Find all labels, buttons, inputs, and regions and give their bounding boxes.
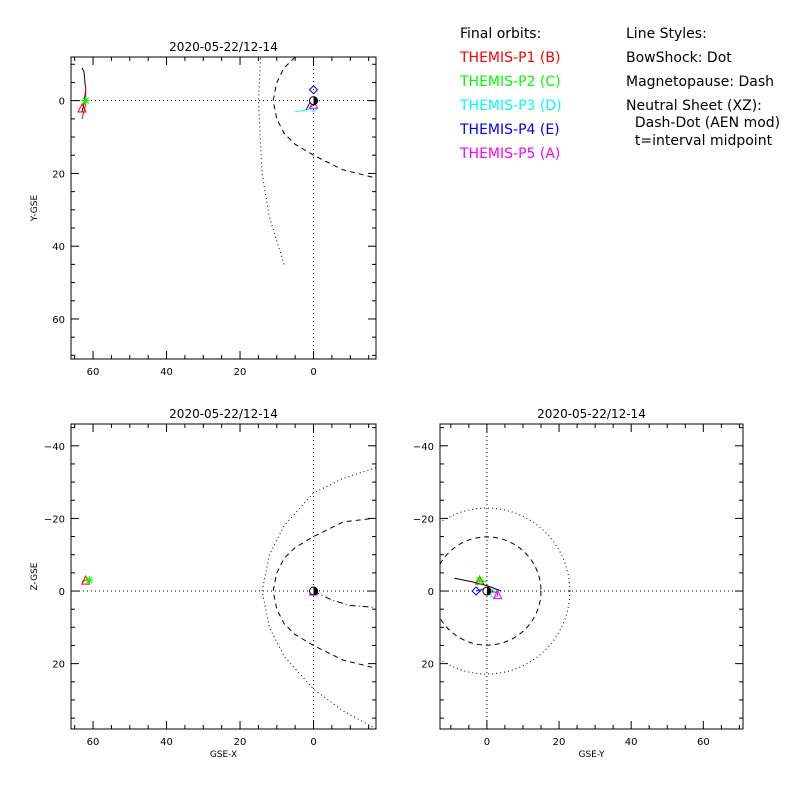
yz-y-tick-label: 20: [421, 660, 434, 671]
xy-y-tick-label: 20: [52, 169, 65, 180]
xy-magnetopause-curve: [272, 57, 373, 178]
xz-x-tick-label: 40: [160, 737, 173, 748]
xy-y-tick-label: 0: [59, 97, 65, 108]
xz-marker-p2: [85, 576, 94, 585]
xy-marker-p2: [81, 96, 90, 105]
yz-marker-p5: [492, 589, 503, 600]
yz-x-tick-label: 0: [484, 737, 490, 748]
xy-marker-p1: [77, 102, 87, 113]
xz-frame: [70, 423, 377, 730]
xz-bow-shock-curve: [261, 467, 376, 729]
yz-x-axis-label: GSE-Y: [578, 750, 605, 760]
yz-title: 2020-05-22/12-14: [537, 407, 646, 421]
xy-earth-night-side: [313, 96, 318, 105]
line-style-aen-mod: Dash-Dot (AEN mod): [626, 115, 781, 131]
xz-orbit-panel: 60 40 20 0 20 0 −20 −40 2020-05-22/12-14 GSE-X Z-G…: [30, 407, 377, 760]
line-style-bowshock: BowShock: Dot: [626, 50, 732, 66]
xz-x-axis-label: GSE-X: [210, 750, 237, 760]
yz-marker-p4: [471, 586, 481, 596]
yz-marker-p2: [475, 576, 484, 585]
xz-y-axis-label: Z-GSE: [30, 562, 40, 590]
xy-frame: [70, 56, 377, 360]
legend-probe-p5: THEMIS-P5 (A): [460, 146, 561, 162]
xy-x-tick-label: 0: [310, 367, 316, 378]
yz-y-tick-label: −20: [413, 514, 434, 525]
xz-earth-night-side: [313, 587, 318, 596]
yz-orbit-panel: 0 20 40 60 20 0 −20 −40 2020-05-22/12-14 GSE-Y: [413, 407, 744, 760]
xz-y-tick-label: 0: [59, 587, 65, 598]
final-orbits-heading: Final orbits:: [460, 26, 542, 42]
xz-magnetopause-curve: [272, 517, 373, 668]
yz-y-tick-label: −40: [413, 442, 434, 453]
xy-y-tick-label: 60: [52, 315, 65, 326]
xy-x-tick-label: 60: [87, 367, 100, 378]
xy-x-tick-label: 20: [234, 367, 247, 378]
yz-x-tick-label: 20: [553, 737, 566, 748]
yz-magnetopause-circle: [440, 536, 542, 646]
yz-earth-night-side: [486, 587, 491, 596]
yz-plot-area: [440, 424, 743, 729]
xy-orbit-panel: 60 40 20 0 0 20 40 60 2020-05-22/12-14 Y-GSE: [30, 40, 377, 378]
yz-y-tick-label: 0: [428, 587, 434, 598]
xz-y-tick-label: −20: [44, 514, 65, 525]
xy-marker-p4: [308, 85, 319, 95]
xz-title: 2020-05-22/12-14: [169, 407, 278, 421]
line-style-interval: t=interval midpoint: [626, 133, 773, 149]
legend-probe-p4: THEMIS-P4 (E): [460, 122, 560, 138]
line-styles-legend: Line Styles: BowShock: Dot Magnetopause:…: [626, 22, 780, 150]
xy-x-tick-label: 40: [160, 367, 173, 378]
xz-x-tick-label: 20: [234, 737, 247, 748]
xz-x-tick-label: 60: [87, 737, 100, 748]
legend-probe-p2: THEMIS-P2 (C): [460, 74, 561, 90]
line-style-magnetopause: Magnetopause: Dash: [626, 74, 775, 90]
xy-y-tick-label: 40: [52, 242, 65, 253]
xz-plot-area: [71, 424, 376, 729]
final-orbits-legend: Final orbits: THEMIS-P1 (B) THEMIS-P2 (C…: [460, 22, 562, 166]
xy-title: 2020-05-22/12-14: [169, 40, 278, 54]
yz-x-tick-label: 40: [625, 737, 638, 748]
xz-neutral-sheet-curve: [313, 590, 376, 608]
legend-probe-p1: THEMIS-P1 (B): [460, 50, 561, 66]
line-styles-heading: Line Styles:: [626, 26, 707, 42]
legend-probe-p3: THEMIS-P3 (D): [460, 98, 562, 114]
xy-y-axis-label: Y-GSE: [30, 195, 40, 223]
xy-plot-area: [71, 57, 376, 359]
yz-frame: [439, 423, 744, 730]
xz-y-tick-label: −40: [44, 442, 65, 453]
xz-y-tick-label: 20: [52, 660, 65, 671]
line-style-neutral-sheet: Neutral Sheet (XZ):: [626, 98, 762, 114]
yz-bow-shock-circle: [440, 507, 571, 675]
yz-x-tick-label: 60: [697, 737, 710, 748]
xz-x-tick-label: 0: [310, 737, 316, 748]
